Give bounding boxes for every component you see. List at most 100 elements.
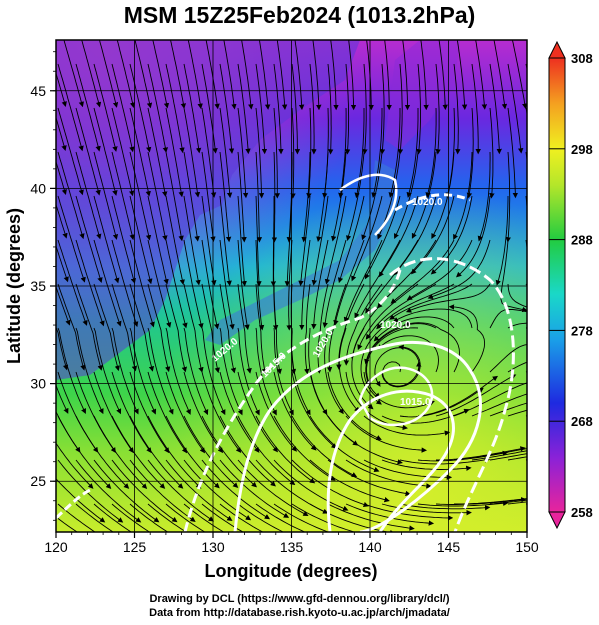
streamline	[286, 239, 293, 331]
streamline	[255, 415, 316, 484]
streamline	[309, 459, 390, 503]
streamline	[237, 371, 278, 453]
streamline	[183, 107, 201, 198]
streamline	[455, 195, 491, 278]
streamline	[75, 107, 101, 196]
streamline	[381, 408, 470, 424]
contour-label: 1020.0	[412, 197, 443, 208]
streamline	[255, 107, 265, 199]
streamline	[237, 459, 309, 516]
streamline	[56, 160, 67, 195]
streamline	[237, 63, 251, 155]
streamline	[525, 151, 527, 164]
contour-label: 1020.0	[380, 320, 411, 331]
streamline	[273, 327, 294, 416]
streamline	[390, 239, 455, 304]
streamline	[324, 195, 347, 285]
streamline	[273, 459, 349, 511]
streamline	[93, 459, 160, 523]
streamline	[399, 387, 484, 418]
grid-lines	[56, 40, 527, 532]
streamline	[373, 316, 455, 342]
streamline	[493, 40, 508, 110]
streamline	[338, 327, 360, 413]
streamline	[291, 459, 369, 508]
streamline	[147, 63, 168, 153]
streamline	[273, 107, 280, 199]
streamline	[312, 40, 322, 111]
y-tick-label: 35	[30, 278, 46, 294]
x-tick-label: 145	[437, 539, 461, 555]
x-tick-label: 120	[44, 539, 68, 555]
streamline	[309, 63, 317, 155]
streamline	[273, 371, 317, 451]
streamline	[420, 40, 429, 111]
streamline	[237, 151, 247, 243]
streamline	[255, 239, 265, 331]
streamline	[56, 516, 78, 532]
streamline	[93, 283, 120, 372]
streamline	[365, 327, 419, 387]
streamline	[298, 195, 311, 287]
streamline	[165, 63, 185, 154]
streamline	[201, 327, 226, 416]
streamline	[388, 108, 401, 198]
streamline	[183, 503, 225, 532]
streamline	[330, 151, 347, 242]
streamline	[57, 239, 88, 326]
x-axis-label: Longitude (degrees)	[204, 561, 377, 581]
streamline	[345, 459, 432, 489]
x-tick-label: 125	[123, 539, 147, 555]
streamline	[406, 239, 473, 301]
streamline	[363, 503, 454, 521]
streamline	[344, 63, 351, 155]
streamline	[525, 195, 527, 212]
y-axis-label: Latitude (degrees)	[4, 208, 24, 364]
streamline	[393, 195, 437, 276]
y-tick-label: 45	[30, 83, 46, 99]
streamlines	[56, 40, 527, 532]
streamline	[147, 371, 188, 454]
streamline	[354, 108, 365, 199]
streamline	[505, 151, 511, 243]
streamline	[237, 283, 252, 374]
streamline	[507, 456, 527, 461]
land-asia	[56, 40, 360, 380]
streamline	[276, 40, 288, 110]
credit-text: Drawing by DCL (https://www.gfd-dennou.o…	[0, 592, 599, 620]
colorbar-min-arrow	[548, 511, 566, 530]
colorbar-tick-label: 298	[571, 142, 593, 157]
streamline	[377, 335, 439, 373]
streamline	[219, 459, 290, 518]
streamline	[111, 195, 136, 284]
colorbar-tick-label: 278	[571, 323, 593, 338]
contour-label: 1015.0	[400, 397, 431, 408]
streamline	[111, 239, 139, 328]
streamline	[255, 327, 277, 416]
streamline	[392, 308, 473, 329]
streamline	[111, 283, 138, 372]
streamline	[183, 415, 239, 488]
streamline	[379, 63, 386, 155]
streamline	[357, 283, 419, 351]
streamline	[56, 326, 69, 371]
streamline	[507, 63, 524, 154]
streamline	[336, 283, 365, 370]
streamline	[309, 415, 380, 472]
streamline	[495, 196, 509, 286]
streamline	[201, 503, 244, 532]
streamline	[507, 283, 527, 308]
streamline	[147, 239, 172, 328]
streamline	[294, 40, 305, 111]
streamline	[219, 503, 264, 532]
colorbar-tick-label: 308	[571, 51, 593, 66]
streamline	[327, 503, 415, 531]
streamline	[201, 371, 242, 454]
x-axis-ticks: 120 125 130 135 140 145 150	[44, 532, 539, 555]
streamline	[147, 459, 215, 522]
streamline	[376, 283, 455, 330]
streamline	[93, 239, 122, 327]
streamline	[271, 151, 278, 243]
streamline	[201, 63, 218, 154]
y-axis-ticks: 25 30 35 40 45	[30, 51, 56, 521]
